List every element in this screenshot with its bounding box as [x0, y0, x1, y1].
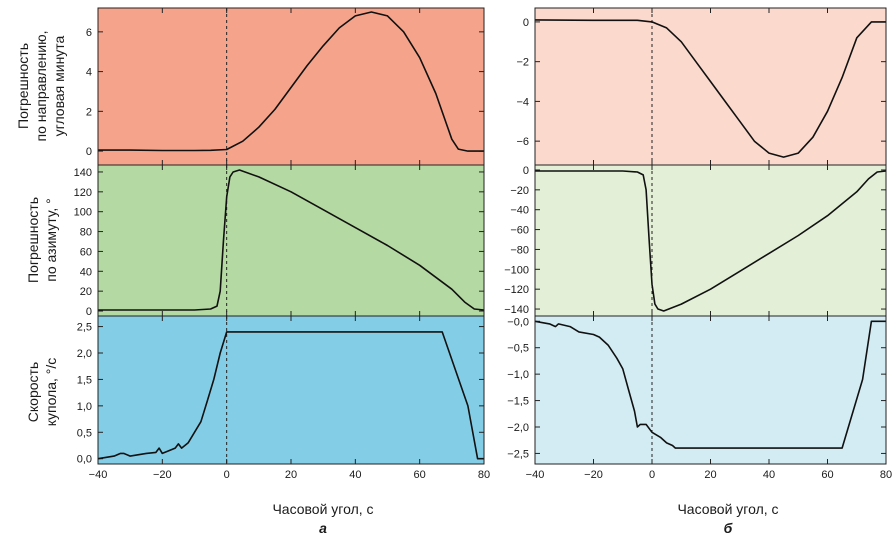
- y-tick-label: 0: [86, 306, 92, 318]
- y-label-azimuth-line1: Погрешность: [25, 197, 41, 283]
- panel-background: [535, 165, 886, 316]
- panel-frame: [534, 315, 887, 465]
- y-tick-label: 80: [80, 227, 92, 239]
- y-tick-label: 0: [523, 165, 529, 177]
- x-tick-label: 60: [821, 469, 833, 481]
- y-tick-label: −1,5: [507, 396, 529, 408]
- x-tick-label: 60: [414, 469, 426, 481]
- y-tick-label: 140: [74, 167, 92, 179]
- y-tick-label: −40: [510, 205, 529, 217]
- series-line: [98, 169, 485, 311]
- y-tick-label: −100: [504, 264, 529, 276]
- series-line: [534, 320, 886, 449]
- panel-background: [98, 165, 484, 316]
- y-tick-label: −1,0: [507, 369, 529, 381]
- y-label-direction-line1: Погрешность: [15, 43, 31, 129]
- y-tick-label: 40: [80, 266, 92, 278]
- panel-a_mid: 0 20 40 60 80 100 120 140: [74, 164, 485, 318]
- y-tick-label: −4: [516, 96, 529, 108]
- y-tick-label: −140: [504, 304, 529, 316]
- y-tick-label: −60: [510, 225, 529, 237]
- y-tick-label: 2,0: [77, 348, 92, 360]
- x-tick-label: 80: [880, 469, 892, 481]
- y-tick-label: 4: [86, 67, 92, 79]
- y-tick-label: −2: [516, 57, 529, 69]
- y-label-speed-line2: купола, °/с: [43, 358, 59, 427]
- panel-background: [98, 316, 484, 464]
- x-tick-label: −40: [526, 469, 545, 481]
- panel-background: [535, 8, 886, 165]
- x-tick-label: −40: [89, 469, 108, 481]
- panel-a_bot: 0,0 0,5 1,0 1,5 2,0 2,5 −40 −20 0 20 40 60 80: [77, 315, 490, 481]
- y-tick-label: −0,5: [507, 343, 529, 355]
- series-line: [97, 331, 484, 460]
- x-tick-label: 40: [349, 469, 361, 481]
- x-tick-label: 80: [478, 469, 490, 481]
- subfig-label-a: а: [319, 520, 327, 536]
- x-tick-label: 20: [285, 469, 297, 481]
- y-tick-label: 0,0: [77, 454, 92, 466]
- panel-background: [535, 316, 886, 464]
- y-tick-label: 1,0: [77, 401, 92, 413]
- subfig-label-b: б: [724, 520, 733, 536]
- y-tick-label: 60: [80, 246, 92, 258]
- panel-b_mid: 0 −20 −40 −60 −80 −100 −120 −140: [504, 164, 887, 317]
- y-tick-label: 0,5: [77, 427, 92, 439]
- panel-b_top: 0 −2 −4 −6: [516, 7, 887, 166]
- panel-a_top: 0 2 4 6: [86, 7, 485, 166]
- x-tick-label: −20: [584, 469, 603, 481]
- series-line: [535, 170, 887, 312]
- y-tick-label: −2,0: [507, 422, 529, 434]
- x-label-a: Часовой угол, с: [272, 501, 373, 517]
- x-tick-label: 0: [224, 469, 230, 481]
- x-label-b: Часовой угол, с: [677, 501, 778, 517]
- y-label-direction-line3: угловая минута: [51, 35, 67, 136]
- y-tick-label: 0: [86, 146, 92, 158]
- y-tick-label: 0: [523, 17, 529, 29]
- x-tick-label: −20: [153, 469, 172, 481]
- series-line: [534, 19, 886, 158]
- panels: 02460204060801001201400,00,51,01,52,02,5…: [74, 7, 892, 481]
- y-tick-label: 1,5: [77, 374, 92, 386]
- y-tick-label: 2: [86, 106, 92, 118]
- y-tick-label: −120: [504, 284, 529, 296]
- y-tick-label: −2,5: [507, 448, 529, 460]
- y-label-speed-line1: Скорость: [25, 362, 41, 422]
- x-tick-label: 20: [704, 469, 716, 481]
- y-tick-label: 20: [80, 286, 92, 298]
- x-tick-label: 40: [763, 469, 775, 481]
- y-tick-label: 100: [74, 207, 92, 219]
- y-tick-label: −6: [516, 136, 529, 148]
- y-tick-label: −80: [510, 244, 529, 256]
- panel-frame: [97, 315, 485, 465]
- y-tick-label: 6: [86, 27, 92, 39]
- y-label-azimuth-line2: по азимуту, °: [43, 198, 59, 281]
- y-label-direction-line2: по направлению,: [33, 31, 49, 142]
- y-tick-label: 120: [74, 187, 92, 199]
- x-tick-label: 0: [649, 469, 655, 481]
- y-tick-label: −0,0: [507, 316, 529, 328]
- panel-b_bot: −0,0 −0,5 −1,0 −1,5 −2,0 −2,5 −40 −20 0 20 40 60 80: [507, 315, 892, 481]
- series-line: [98, 11, 484, 152]
- y-tick-label: 2,5: [77, 322, 92, 334]
- y-tick-label: −20: [510, 185, 529, 197]
